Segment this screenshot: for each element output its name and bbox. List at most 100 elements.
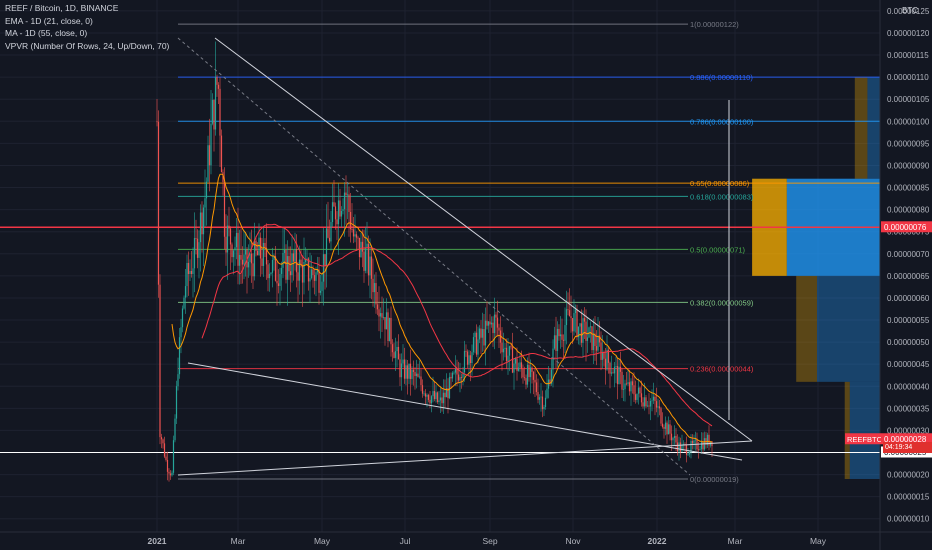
x-tick-label: Jul xyxy=(400,536,411,546)
candle-body xyxy=(547,379,550,389)
candle-body xyxy=(315,272,317,281)
candle-body xyxy=(225,236,227,253)
volume-profile-bar-down xyxy=(854,77,868,179)
fib-label: 0.382(0.00000059) xyxy=(690,298,754,307)
candle-body xyxy=(366,243,368,249)
candle-body xyxy=(508,346,511,356)
candle-body xyxy=(448,376,451,399)
candle-body xyxy=(690,440,692,452)
price-axis: 0.000000100.000000150.000000200.00000025… xyxy=(845,0,932,550)
volume-profile-bar-down xyxy=(796,275,817,382)
candle-body xyxy=(546,388,548,398)
symbol-label[interactable]: REEF / Bitcoin, 1D, BINANCE xyxy=(5,3,119,13)
candle-body xyxy=(262,242,265,266)
candle-body xyxy=(667,424,670,435)
candle-body xyxy=(219,88,221,136)
y-tick-label: 0.00000125 xyxy=(887,7,930,16)
candle-body xyxy=(268,273,271,279)
candle-body xyxy=(235,232,238,248)
volume-profile-bar-up xyxy=(849,381,880,479)
candle-body xyxy=(303,261,305,283)
candle-body xyxy=(607,349,610,363)
candle-body xyxy=(603,351,605,359)
candle-body xyxy=(660,408,662,424)
candle-body xyxy=(261,258,263,266)
candle-body xyxy=(369,256,371,276)
price-tag-label: 0.00000076 xyxy=(884,223,927,232)
candle-body xyxy=(628,382,631,392)
candle-body xyxy=(336,219,338,225)
candle-body xyxy=(702,441,704,450)
candle-body xyxy=(432,390,434,397)
candle-body xyxy=(708,434,710,446)
candle-body xyxy=(583,318,586,322)
candle-body xyxy=(189,270,191,275)
candle-body xyxy=(642,402,644,407)
candle-body xyxy=(285,249,287,280)
candle-body xyxy=(613,366,616,374)
candle-body xyxy=(679,442,682,452)
candle-body xyxy=(165,456,167,460)
candle-body xyxy=(663,426,665,429)
candle-body xyxy=(501,342,503,353)
candle-body xyxy=(330,222,332,242)
candle-body xyxy=(328,237,331,242)
candle-body xyxy=(445,388,448,398)
candle-body xyxy=(157,121,160,285)
candle-body xyxy=(159,284,161,438)
candle-body xyxy=(706,434,709,445)
candle-body xyxy=(537,392,539,400)
candle-body xyxy=(394,351,397,358)
y-tick-label: 0.00000105 xyxy=(887,95,930,104)
candle-body xyxy=(357,237,359,239)
candle-body xyxy=(687,454,689,456)
candle-body xyxy=(318,269,320,293)
candle-body xyxy=(343,192,346,210)
y-tick-label: 0.00000115 xyxy=(887,51,929,60)
candle-body xyxy=(406,365,409,379)
candle-body xyxy=(192,268,194,275)
candle-body xyxy=(252,263,254,277)
candle-body xyxy=(471,352,473,364)
candle-body xyxy=(658,406,661,409)
candle-body xyxy=(553,335,556,349)
fib-label: 0.236(0.00000044) xyxy=(690,365,754,374)
candle-body xyxy=(609,362,611,374)
candle-body xyxy=(520,362,523,369)
candle-body xyxy=(319,290,322,293)
candle-body xyxy=(666,422,668,435)
fib-label: 0.786(0.00000100) xyxy=(690,117,754,126)
candle-body xyxy=(193,238,196,269)
candle-body xyxy=(657,406,659,408)
candle-body xyxy=(253,240,256,277)
candle-body xyxy=(661,423,664,427)
candle-body xyxy=(528,364,530,378)
candle-body xyxy=(358,237,361,258)
candle-body xyxy=(478,328,481,340)
candle-body xyxy=(228,225,230,229)
x-tick-label: May xyxy=(810,536,827,546)
price-tag-label: 0.00000028 xyxy=(884,435,927,444)
candle-body xyxy=(396,346,398,352)
candle-body xyxy=(250,253,253,264)
candle-body xyxy=(577,326,580,338)
candle-body xyxy=(604,358,607,370)
candle-body xyxy=(217,84,220,89)
candle-body xyxy=(400,363,403,378)
candle-body xyxy=(684,443,686,445)
candle-body xyxy=(676,442,679,452)
candle-body xyxy=(616,365,619,385)
candle-body xyxy=(172,440,175,473)
candle-body xyxy=(610,372,613,374)
candle-body xyxy=(639,387,641,394)
candle-body xyxy=(412,369,415,372)
candle-body xyxy=(256,250,259,255)
candle-body xyxy=(601,351,604,360)
candle-body xyxy=(324,254,326,267)
ema-label[interactable]: EMA - 1D (21, close, 0) xyxy=(5,15,93,26)
candle-body xyxy=(574,309,577,314)
y-tick-label: 0.00000085 xyxy=(887,184,930,193)
ma-label[interactable]: MA - 1D (55, close, 0) xyxy=(5,28,88,38)
vpvr-label[interactable]: VPVR (Number Of Rows, 24, Up/Down, 70) xyxy=(5,40,170,51)
